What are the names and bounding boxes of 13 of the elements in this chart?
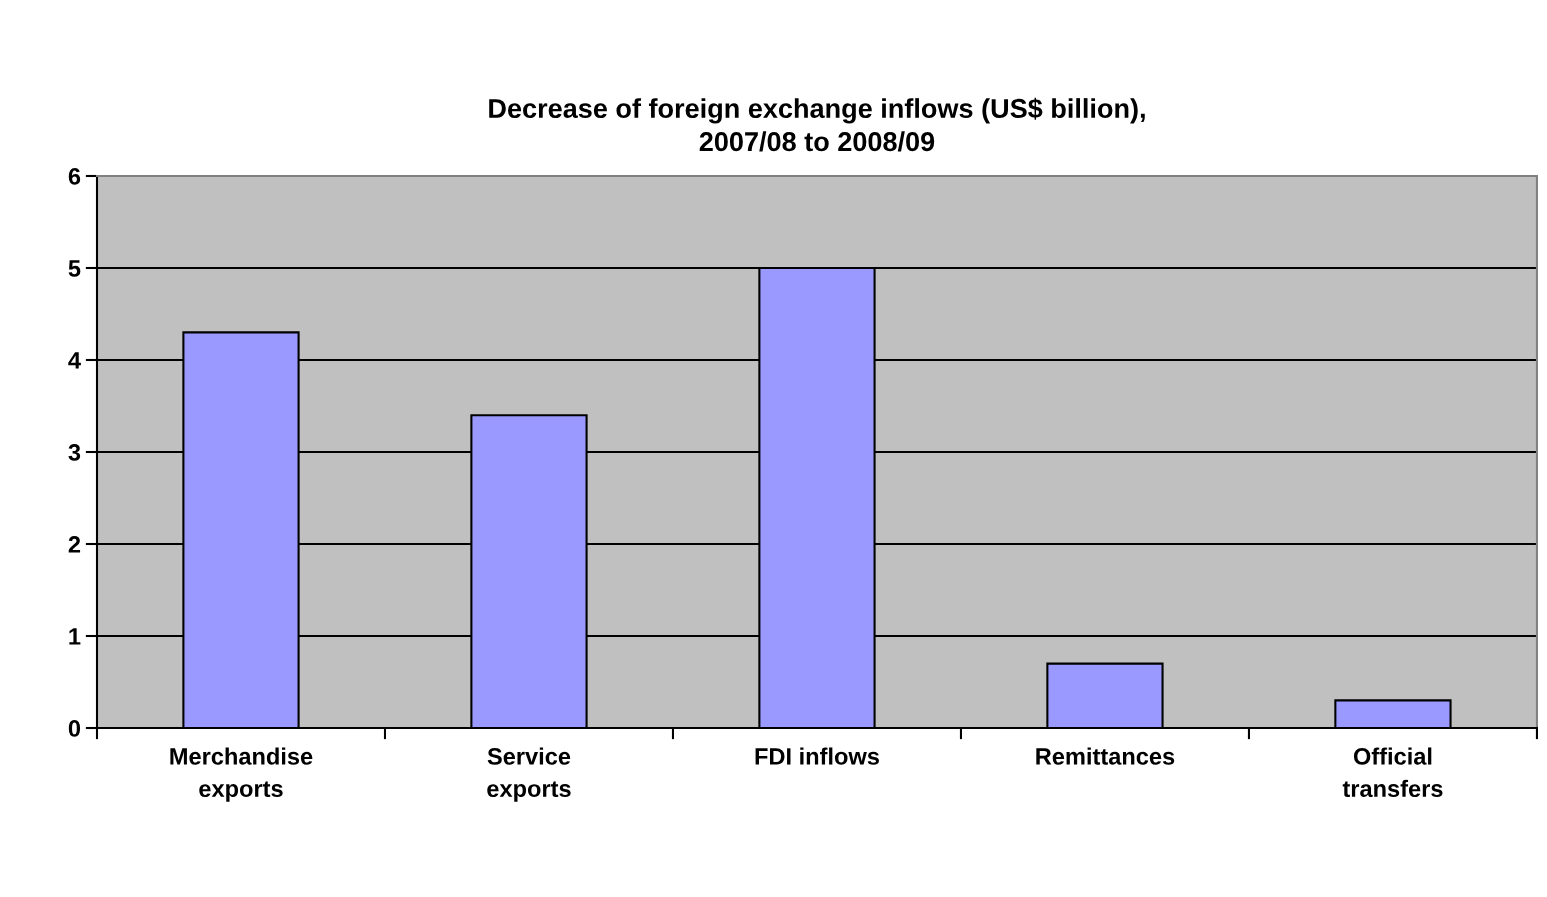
y-tick-label: 1 — [69, 628, 81, 645]
y-tick-label: 0 — [68, 720, 81, 737]
x-tick-label: Service exports — [487, 747, 571, 802]
y-tick-label: 6 — [68, 168, 81, 185]
x-tick-label: Official transfers — [1342, 747, 1443, 798]
x-tick-label: FDI inflows — [755, 747, 879, 765]
y-tick-label: 5 — [68, 260, 81, 277]
x-tick-label: Remittances — [1036, 747, 1175, 765]
y-tick-label: 3 — [68, 444, 81, 461]
y-tick-label: 4 — [68, 352, 81, 369]
y-tick-label: 2 — [68, 536, 81, 553]
chart-title: Decrease of foreign exchange inflows (US$ billion), 2007/08 to 2008/09 — [489, 97, 1145, 152]
x-tick-label: Merchandise exports — [170, 747, 313, 802]
